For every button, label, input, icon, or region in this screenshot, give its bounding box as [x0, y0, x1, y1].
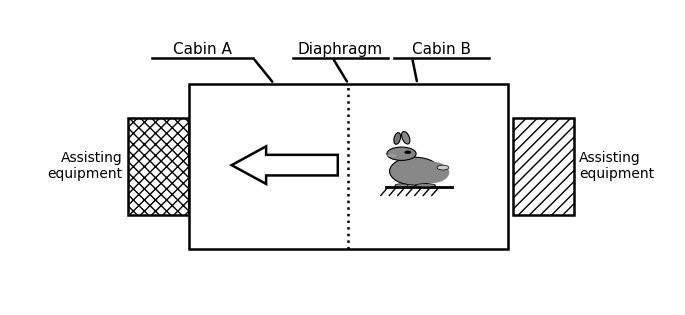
Ellipse shape [395, 184, 408, 187]
Text: Diaphragm: Diaphragm [298, 42, 383, 57]
Circle shape [405, 151, 411, 154]
Bar [189, 84, 508, 249]
Ellipse shape [437, 165, 449, 170]
Text: Cabin B: Cabin B [412, 42, 471, 57]
Ellipse shape [401, 131, 410, 144]
Polygon shape [232, 146, 338, 184]
Ellipse shape [415, 184, 436, 187]
Ellipse shape [412, 162, 449, 183]
Ellipse shape [394, 133, 401, 144]
Text: Cabin A: Cabin A [173, 42, 232, 57]
Bar [513, 118, 574, 215]
Text: Assisting
equipment: Assisting equipment [580, 151, 654, 181]
Text: Assisting
equipment: Assisting equipment [48, 151, 123, 181]
Ellipse shape [387, 154, 397, 157]
Ellipse shape [390, 157, 440, 185]
Ellipse shape [387, 147, 416, 160]
Bar [128, 118, 189, 215]
